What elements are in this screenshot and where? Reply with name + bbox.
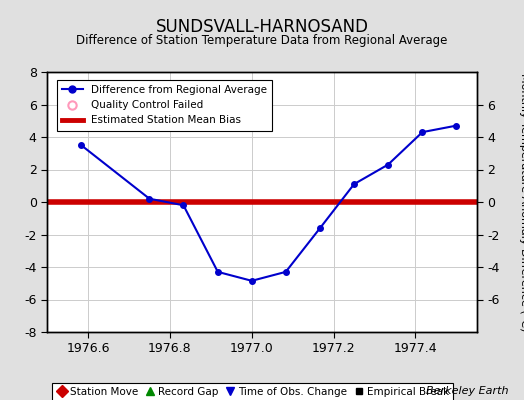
- Legend: Station Move, Record Gap, Time of Obs. Change, Empirical Break: Station Move, Record Gap, Time of Obs. C…: [52, 382, 453, 400]
- Text: Difference of Station Temperature Data from Regional Average: Difference of Station Temperature Data f…: [77, 34, 447, 47]
- Y-axis label: Monthly Temperature Anomaly Difference (°C): Monthly Temperature Anomaly Difference (…: [519, 73, 524, 331]
- Text: SUNDSVALL-HARNOSAND: SUNDSVALL-HARNOSAND: [156, 18, 368, 36]
- Text: Berkeley Earth: Berkeley Earth: [426, 386, 508, 396]
